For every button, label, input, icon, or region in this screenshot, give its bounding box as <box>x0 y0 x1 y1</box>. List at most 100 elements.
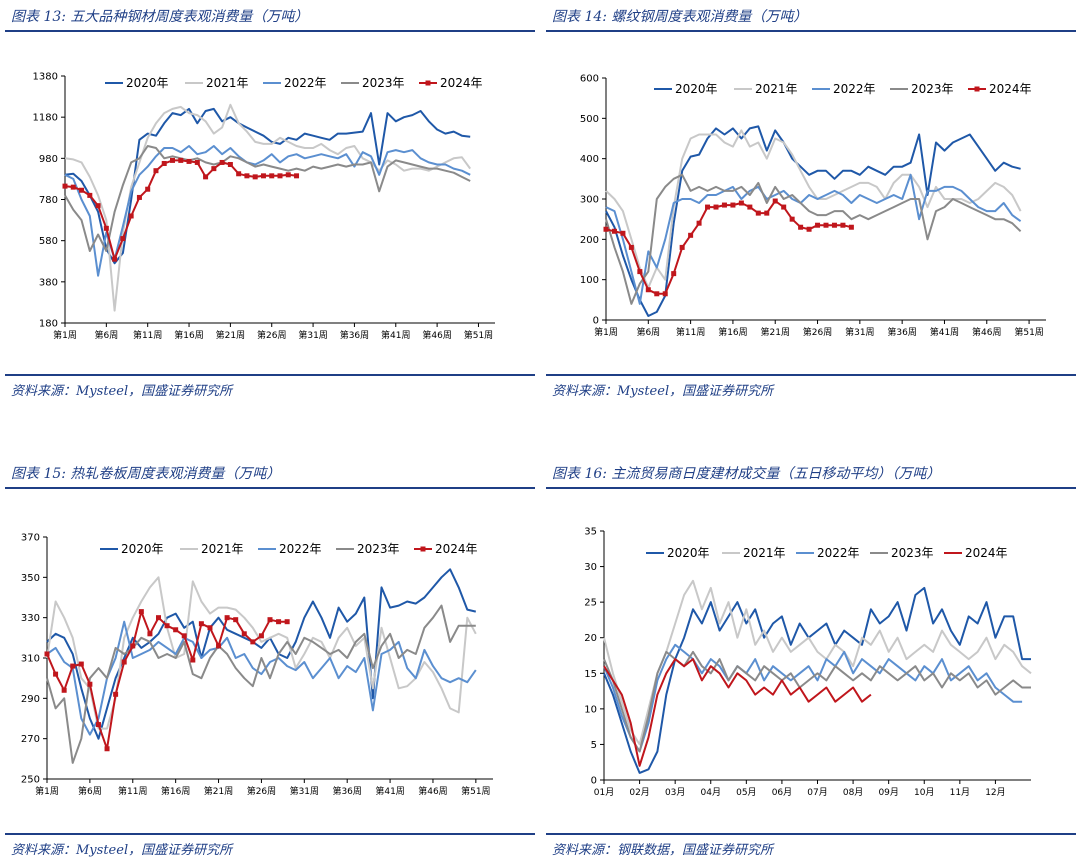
x-tick-label: 第46周 <box>418 785 447 797</box>
series-point-2024年 <box>203 174 209 180</box>
series-point-2024年 <box>95 722 101 728</box>
x-tick-label: 第26周 <box>247 785 276 797</box>
y-tick-label: 310 <box>21 654 40 665</box>
legend-marker <box>420 546 426 552</box>
title-rule <box>5 487 535 489</box>
series-point-2024年 <box>294 173 300 179</box>
panel-chart-13: 图表 13: 五大品种钢材周度表观消费量（万吨） 180 380 580 780 980… <box>5 0 535 410</box>
series-point-2024年 <box>147 631 153 637</box>
series-line-2024年 <box>605 200 852 295</box>
series-line-2023年 <box>64 145 471 252</box>
series-line-2021年 <box>64 103 472 312</box>
x-tick-label: 第21周 <box>216 329 245 341</box>
y-tick-label: 200 <box>580 235 599 246</box>
series-point-2024年 <box>236 171 242 177</box>
x-tick-label: 第51周 <box>461 785 490 797</box>
series-point-2024年 <box>70 184 76 190</box>
legend-label: 2020年 <box>667 546 710 560</box>
y-tick-label: 370 <box>21 533 40 544</box>
series-point-2024年 <box>173 627 179 633</box>
series-point-2024年 <box>164 623 170 629</box>
series-point-2024年 <box>121 659 127 665</box>
x-tick-label: 第16周 <box>174 329 203 341</box>
source-rule <box>546 374 1076 376</box>
series-point-2024年 <box>79 187 85 193</box>
y-tick-label: 330 <box>21 613 40 624</box>
series-point-2024年 <box>190 657 196 663</box>
series-point-2024年 <box>277 173 283 179</box>
series-point-2024年 <box>267 617 273 623</box>
y-tick-label: 35 <box>584 527 597 538</box>
chart-14-plot: 0 100 200 300 400 500 600 第1周 第6周 第11周 第16周 第21周 第26… <box>580 74 1046 338</box>
x-tick-label: 11月 <box>950 787 970 798</box>
x-tick-label: 第46周 <box>422 329 451 341</box>
x-tick-label: 第11周 <box>676 326 705 338</box>
series-point-2024年 <box>138 609 144 615</box>
series-line-2022年 <box>605 173 1022 305</box>
series-point-2024年 <box>113 691 119 697</box>
x-tick-label: 第21周 <box>204 785 233 797</box>
series-point-2024年 <box>104 746 110 752</box>
series-point-2024年 <box>211 166 217 172</box>
series-point-2024年 <box>258 633 264 639</box>
legend-label: 2022年 <box>817 546 860 560</box>
series-point-2024年 <box>128 213 134 219</box>
x-tick-label: 第16周 <box>161 785 190 797</box>
legend-label: 2021年 <box>201 542 244 556</box>
y-tick-label: 0 <box>593 316 599 327</box>
x-tick-label: 第51周 <box>1014 326 1043 338</box>
series-line-2024年 <box>603 658 872 767</box>
series-point-2024年 <box>815 222 821 228</box>
series-point-2024年 <box>233 617 239 623</box>
y-tick-label: 1380 <box>33 72 58 83</box>
panel-chart-15: 图表 15: 热轧卷板周度表观消费量（万吨） 250 270 290 310 330 35… <box>5 455 535 859</box>
series-point-2024年 <box>161 160 167 166</box>
x-tick-label: 第6周 <box>78 785 102 797</box>
legend-marker <box>425 80 431 86</box>
x-tick-label: 第26周 <box>257 329 286 341</box>
series-point-2024年 <box>61 687 67 693</box>
chart-13-plot: 180 380 580 780 980 1180 1380 第1周 第6周 第11周 第16周 第21… <box>33 72 495 341</box>
x-tick-label: 第46周 <box>972 326 1001 338</box>
series-point-2024年 <box>285 172 291 178</box>
legend-label: 2023年 <box>891 546 934 560</box>
panel-chart-16: 图表 16: 主流贸易商日度建材成交量（五日移动平均）（万吨） 0 5 10 15 20… <box>546 455 1076 859</box>
series-point-2024年 <box>603 226 609 232</box>
source-rule <box>5 833 535 835</box>
series-point-2024年 <box>789 216 795 222</box>
series-line-2021年 <box>46 576 477 730</box>
series-point-2024年 <box>53 671 59 677</box>
series-point-2024年 <box>250 639 256 645</box>
x-tick-label: 10月 <box>914 787 934 798</box>
y-tick-label: 300 <box>580 195 599 206</box>
series-point-2024年 <box>198 621 204 627</box>
series-point-2024年 <box>671 271 677 277</box>
series-point-2024年 <box>721 202 727 208</box>
panel-chart-14: 图表 14: 螺纹钢周度表观消费量（万吨） 0 100 200 300 400 500 60… <box>546 0 1076 410</box>
x-tick-label: 08月 <box>843 787 863 798</box>
series-point-2024年 <box>252 174 258 180</box>
y-tick-label: 600 <box>580 74 599 85</box>
legend-label: 2023年 <box>362 76 405 90</box>
x-tick-label: 06月 <box>772 787 792 798</box>
series-point-2024年 <box>705 204 711 210</box>
legend-marker <box>974 86 980 92</box>
y-tick-label: 25 <box>584 598 597 609</box>
series-point-2024年 <box>747 204 753 210</box>
series-point-2024年 <box>637 269 643 275</box>
series-point-2024年 <box>219 159 225 165</box>
y-tick-label: 100 <box>580 275 599 286</box>
series-point-2024年 <box>170 157 175 163</box>
legend-label: 2020年 <box>121 542 164 556</box>
x-tick-label: 第26周 <box>803 326 832 338</box>
legend-label: 2023年 <box>357 542 400 556</box>
series-point-2024年 <box>696 220 702 226</box>
y-tick-label: 580 <box>39 236 58 247</box>
x-tick-label: 12月 <box>985 787 1005 798</box>
y-tick-label: 0 <box>591 776 597 787</box>
x-tick-label: 04月 <box>701 787 721 798</box>
x-tick-label: 02月 <box>629 787 649 798</box>
chart-16-plot: 0 5 10 15 20 25 30 35 01月 02月 03月 04月 05月 06月 07月 08月 09… <box>584 527 1032 798</box>
legend-label: 2021年 <box>743 546 786 560</box>
x-tick-label: 01月 <box>594 787 614 798</box>
